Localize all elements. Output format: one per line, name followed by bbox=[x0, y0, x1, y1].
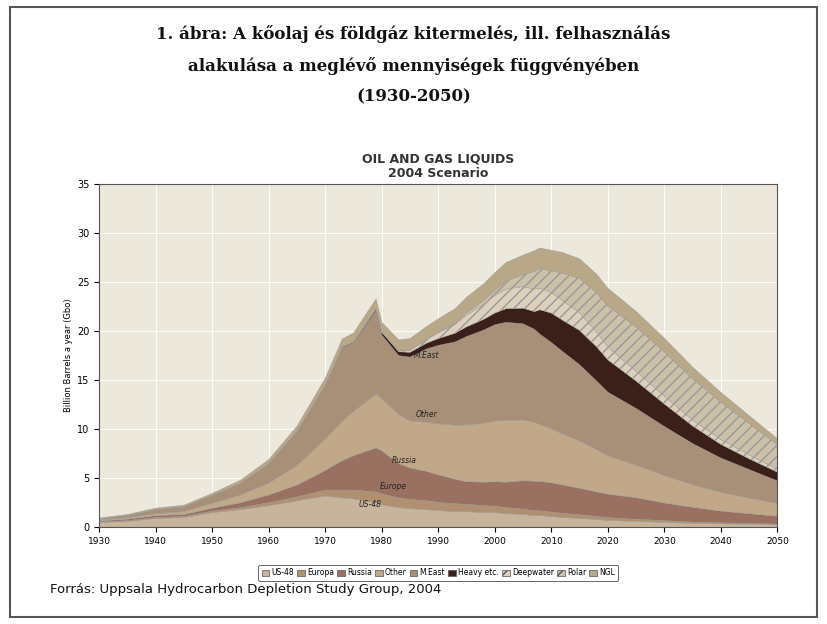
Text: (1930-2050): (1930-2050) bbox=[356, 88, 471, 105]
Legend: US-48, Europa, Russia, Other, M.East, Heavy etc., Deepwater, Polar, NGL: US-48, Europa, Russia, Other, M.East, He… bbox=[259, 565, 618, 580]
Text: M.East: M.East bbox=[414, 351, 440, 360]
Text: US-48: US-48 bbox=[359, 500, 382, 509]
Y-axis label: Billion Barrels a year (Gbo): Billion Barrels a year (Gbo) bbox=[64, 299, 73, 412]
Text: Forrás: Uppsala Hydrocarbon Depletion Study Group, 2004: Forrás: Uppsala Hydrocarbon Depletion St… bbox=[50, 583, 441, 596]
Text: 1. ábra: A kőolaj és földgáz kitermelés, ill. felhasználás: 1. ábra: A kőolaj és földgáz kitermelés,… bbox=[156, 26, 671, 43]
Text: Russia: Russia bbox=[392, 456, 417, 465]
Text: Europe: Europe bbox=[380, 482, 407, 490]
Text: Other: Other bbox=[416, 410, 437, 419]
Text: alakulása a meglévő mennyiségek függvényében: alakulása a meglévő mennyiségek függvény… bbox=[188, 57, 639, 74]
Title: OIL AND GAS LIQUIDS
2004 Scenario: OIL AND GAS LIQUIDS 2004 Scenario bbox=[362, 152, 514, 180]
